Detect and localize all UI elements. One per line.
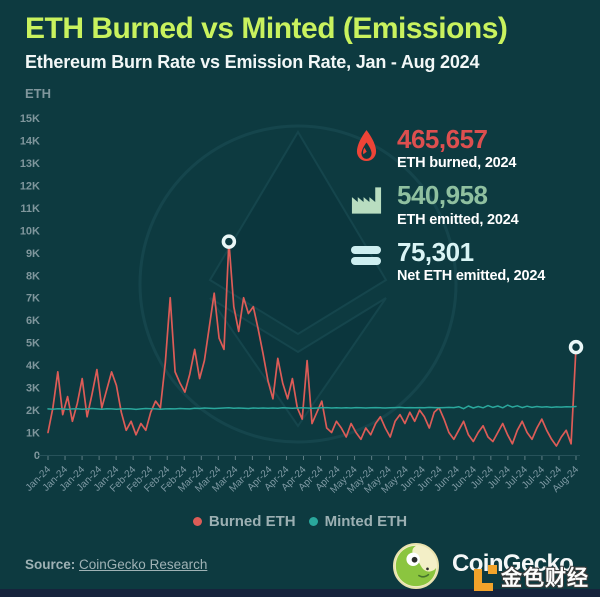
golden-finance-watermark: 金色财经 [472, 562, 589, 592]
page-title: ETH Burned vs Minted (Emissions) [25, 12, 508, 45]
page-subtitle: Ethereum Burn Rate vs Emission Rate, Jan… [25, 52, 480, 72]
flame-icon [348, 129, 384, 165]
legend-label: Burned ETH [208, 513, 296, 530]
chart-area: ETH 0 1K 2K 3K 4K 5K 6K 7K 8K 9K 10K 11K 12K 13K 14K 15K… [0, 82, 600, 514]
footer: Source: CoinGecko Research CoinGecko [0, 540, 600, 589]
golden-finance-text: 金色财经 [501, 567, 589, 590]
y-tick-label: 1K [26, 428, 40, 440]
source-text: Source: CoinGecko Research [25, 557, 207, 572]
factory-icon [348, 185, 384, 215]
y-tick-label: 5K [26, 338, 40, 350]
bottom-bar [0, 589, 600, 597]
burned-value: 465,657 [397, 124, 488, 154]
source-prefix: Source: [25, 557, 76, 572]
stat-text: 75,301 Net ETH emitted, 2024 [397, 236, 546, 284]
y-tick-label: 0 [34, 450, 40, 462]
y-tick-label: 10K [20, 225, 40, 237]
y-tick-label: 13K [20, 158, 40, 170]
stats-panel: 465,657 ETH burned, 2024 540,958 ETH emi… [348, 124, 593, 295]
legend-label: Minted ETH [324, 513, 408, 530]
chart-legend: Burned ETH Minted ETH [0, 513, 600, 530]
golden-finance-icon [472, 565, 497, 591]
stat-row-burned: 465,657 ETH burned, 2024 [348, 124, 593, 172]
stat-text: 540,958 ETH emitted, 2024 [397, 180, 519, 228]
equals-icon [348, 242, 384, 268]
y-axis-unit-label: ETH [25, 86, 51, 101]
burned-line [47, 240, 577, 447]
header: ETH Burned vs Minted (Emissions) Ethereu… [25, 12, 590, 73]
y-tick-label: 8K [26, 270, 40, 282]
legend-dot [308, 517, 318, 526]
coingecko-brand-name: CoinGecko [452, 550, 574, 577]
stat-text: 465,657 ETH burned, 2024 [397, 124, 517, 172]
emitted-label: ETH emitted, 2024 [397, 211, 519, 228]
stat-row-emitted: 540,958 ETH emitted, 2024 [348, 180, 593, 228]
y-tick-label: 11K [20, 203, 40, 215]
data-point-marker [221, 234, 237, 249]
y-tick-label: 2K [26, 405, 40, 417]
y-tick-label: 9K [26, 248, 40, 260]
net-label: Net ETH emitted, 2024 [397, 267, 546, 284]
stat-row-net: 75,301 Net ETH emitted, 2024 [348, 236, 593, 284]
legend-dot [192, 517, 202, 526]
source-link[interactable]: CoinGecko Research [79, 557, 208, 572]
legend-item-burned: Burned ETH [192, 513, 296, 530]
y-tick-label: 15K [20, 113, 40, 125]
y-tick-label: 3K [26, 383, 40, 395]
y-tick-label: 7K [26, 293, 40, 305]
burned-label: ETH burned, 2024 [397, 155, 517, 172]
y-tick-label: 6K [26, 315, 40, 327]
net-value: 75,301 [397, 236, 474, 267]
data-point-marker [568, 339, 584, 355]
coingecko-gecko-icon [393, 543, 439, 589]
minted-line [47, 404, 577, 411]
emitted-value: 540,958 [397, 180, 488, 211]
y-tick-label: 12K [20, 180, 40, 192]
y-tick-label: 14K [20, 135, 40, 147]
chart-svg: ETH 0 1K 2K 3K 4K 5K 6K 7K 8K 9K 10K 11K 12K 13K 14K 15K… [20, 86, 584, 496]
legend-item-minted: Minted ETH [308, 513, 408, 530]
y-tick-label: 4K [26, 360, 40, 372]
